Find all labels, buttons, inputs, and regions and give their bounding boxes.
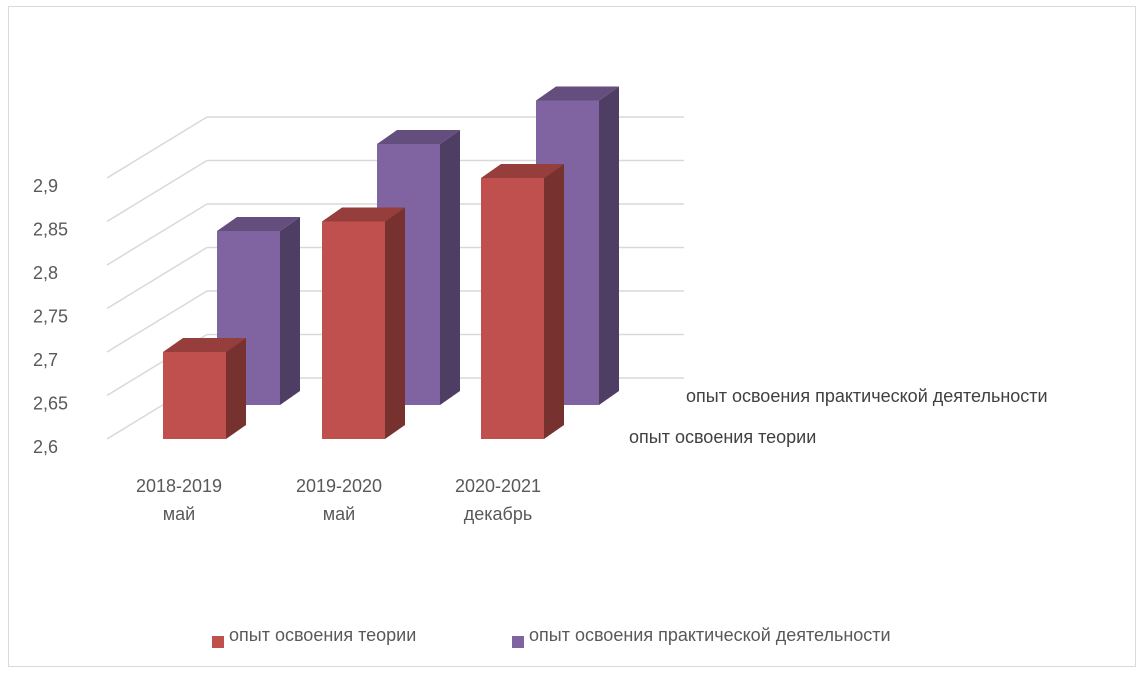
depth-label-practice: опыт освоения практической деятельности <box>686 386 1048 406</box>
bar-theory-3-front <box>481 178 544 439</box>
y-tick-label: 2,7 <box>33 350 58 370</box>
bar-theory-1-front <box>163 352 226 439</box>
bar-theory-2-top <box>322 207 405 222</box>
bar-theory-3-top <box>481 164 564 178</box>
bar-practice-3-side <box>599 86 619 405</box>
category-label: 2020-2021 <box>455 476 541 496</box>
bar-practice-2-side <box>440 130 460 405</box>
bar-theory-1-top <box>163 338 246 352</box>
gridline-side <box>106 290 208 353</box>
bar-practice-1-side <box>280 217 300 405</box>
bar-theory-2-front <box>322 221 385 439</box>
bar-practice-2-top <box>377 130 460 144</box>
category-label: декабрь <box>464 504 533 524</box>
legend-label-practice: опыт освоения практической деятельности <box>529 625 891 645</box>
gridline-side <box>106 246 208 310</box>
legend-label-theory: опыт освоения теории <box>229 625 416 645</box>
chart-frame: 2,6 2,65 2,7 2,75 2,8 2,85 2,9 2018-2019 май 201… <box>8 6 1136 667</box>
y-tick-label: 2,65 <box>33 394 68 414</box>
legend-swatch-theory <box>212 636 224 648</box>
depth-label-theory: опыт освоения теории <box>629 427 816 447</box>
category-label: 2019-2020 <box>296 476 382 496</box>
bar-practice-3-top <box>536 86 619 101</box>
legend-swatch-practice <box>512 636 524 648</box>
bar-theory-3 <box>481 164 564 439</box>
y-tick-label: 2,85 <box>33 220 68 240</box>
bar-chart-3d: 2,6 2,65 2,7 2,75 2,8 2,85 2,9 2018-2019 май 201… <box>33 86 1048 648</box>
y-tick-label: 2,6 <box>33 437 58 457</box>
bar-theory-2 <box>322 207 405 439</box>
bar-theory-3-side <box>544 164 564 439</box>
gridline-side <box>106 159 208 223</box>
y-tick-label: 2,75 <box>33 307 68 327</box>
bar-theory-1-side <box>226 338 246 439</box>
y-tick-label: 2,9 <box>33 176 58 196</box>
bar-theory-1 <box>163 338 246 439</box>
gridline-side <box>106 203 208 266</box>
category-label: май <box>163 504 195 524</box>
category-label: май <box>323 504 355 524</box>
bar-practice-1-top <box>217 217 300 231</box>
category-label: 2018-2019 <box>136 476 222 496</box>
gridline-side <box>106 116 208 179</box>
bar-theory-2-side <box>385 207 405 439</box>
y-tick-label: 2,8 <box>33 263 58 283</box>
